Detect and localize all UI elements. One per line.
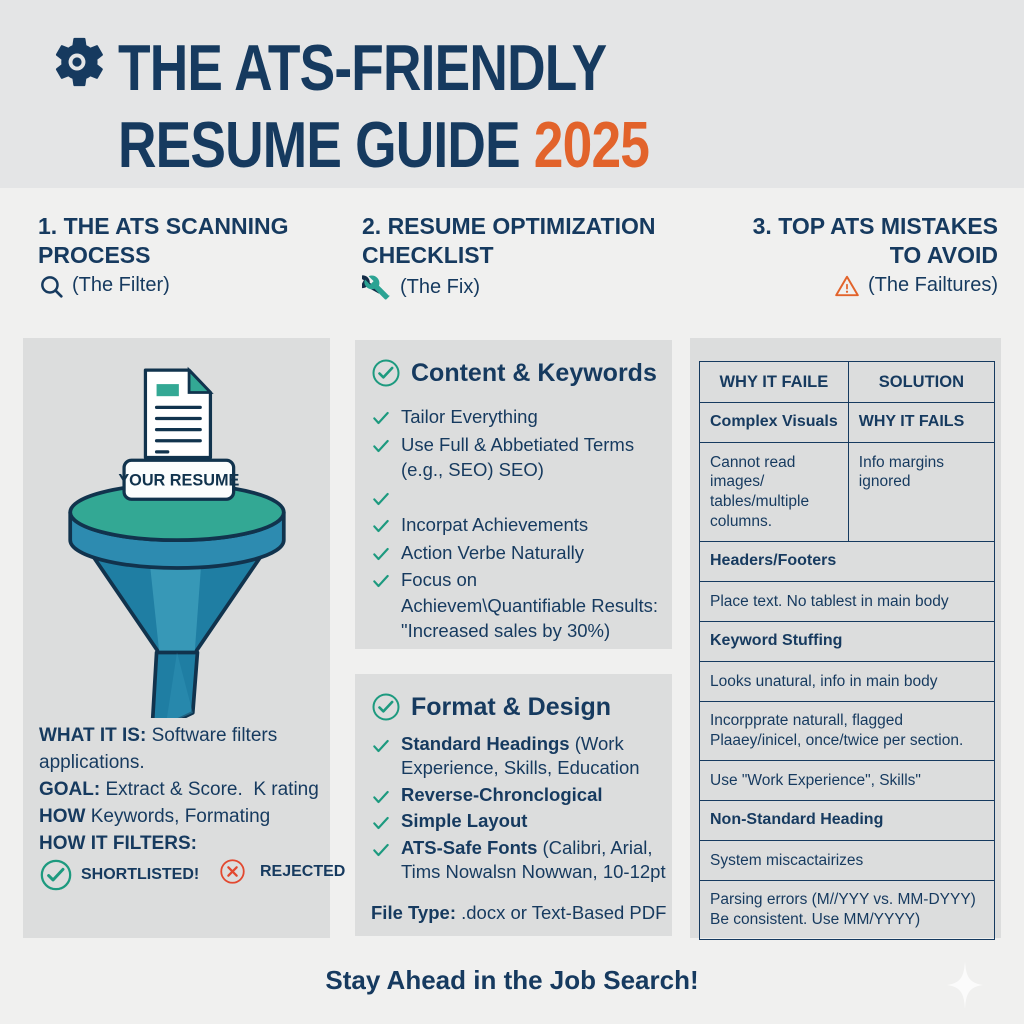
svg-text:YOUR RESUME: YOUR RESUME — [118, 471, 239, 489]
